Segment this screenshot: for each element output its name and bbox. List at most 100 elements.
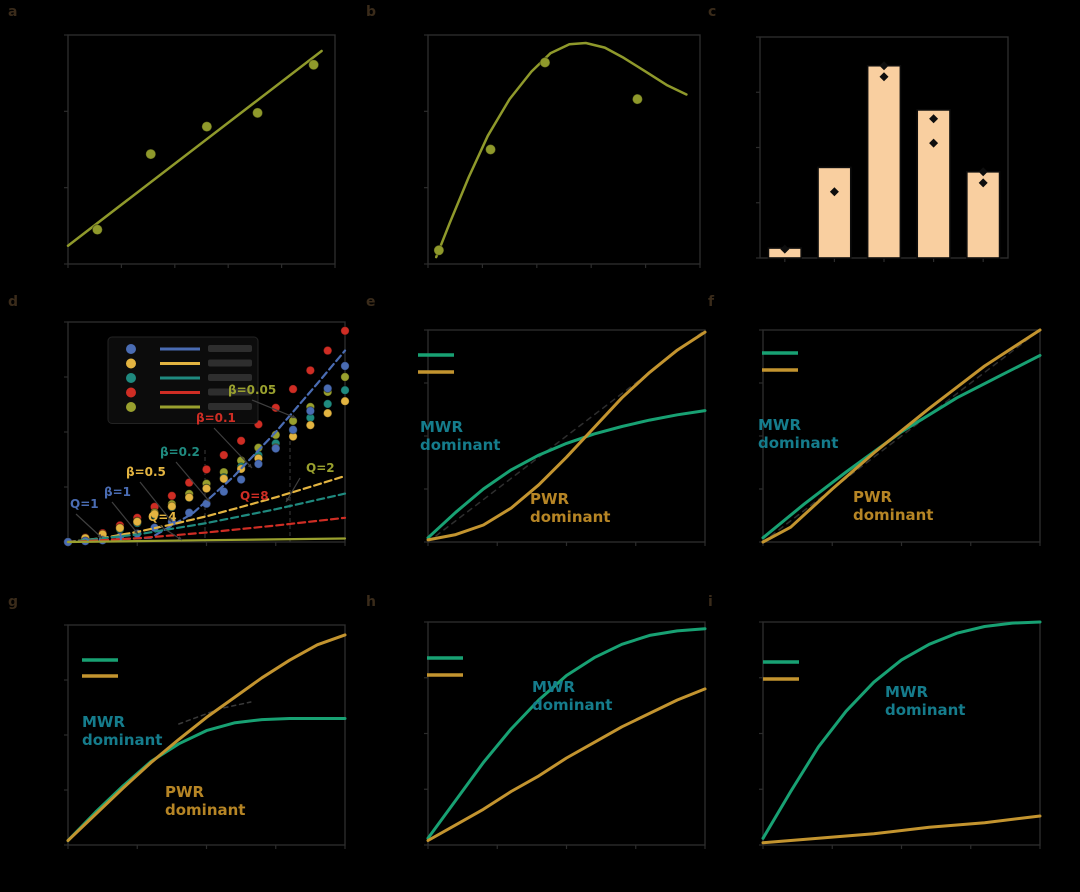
panel-c-plot xyxy=(756,36,1009,262)
legend-label-placeholder xyxy=(208,388,252,396)
q-2: Q=2 xyxy=(306,461,335,475)
annotation-arrow xyxy=(75,513,103,539)
pwr-dominant-label: PWR dominant xyxy=(853,488,933,524)
panel-label-b: b xyxy=(366,4,377,20)
diamond-marker xyxy=(978,178,988,188)
panel-a-plot xyxy=(64,34,336,268)
e-series-green xyxy=(426,409,707,540)
diamond-marker xyxy=(929,138,939,148)
panel-c: c xyxy=(700,0,1080,290)
bar xyxy=(817,166,852,259)
a-data-points xyxy=(91,59,320,236)
annotation-arrow xyxy=(175,461,211,503)
diamond-marker xyxy=(879,72,889,82)
panel-label-d: d xyxy=(8,294,19,310)
bar xyxy=(916,109,951,259)
d-teal-line xyxy=(66,492,347,544)
legend-marker-icon xyxy=(126,344,136,354)
e-series-gold xyxy=(426,330,707,542)
legend xyxy=(418,353,454,374)
annotation-arrow xyxy=(213,427,253,469)
legend xyxy=(107,336,259,424)
panel-label-c: c xyxy=(708,4,717,20)
h-series-green xyxy=(426,627,707,840)
annotation-arrow xyxy=(111,501,139,535)
y-axis-ticks xyxy=(424,34,428,265)
annotation-arrow xyxy=(251,399,297,419)
annotation-arrow xyxy=(139,481,173,523)
y-axis-ticks xyxy=(759,621,763,846)
legend-marker-icon xyxy=(126,373,136,383)
g-series-gold xyxy=(66,633,347,843)
panel-i: i MWR dominant xyxy=(700,590,1080,892)
legend-marker-icon xyxy=(126,402,136,412)
legend-label-placeholder xyxy=(208,374,252,381)
diamond-marker xyxy=(829,187,839,197)
y-axis-ticks xyxy=(424,621,428,846)
panel-i-plot: MWR dominant xyxy=(759,620,1042,849)
panel-d-plot: β=0.05 β=0.1 β=0.2 β=0.5 β=1 Q=1 Q=4 Q=2 Q=8 xyxy=(63,321,350,547)
diamond-marker xyxy=(780,244,790,254)
f-series-gold xyxy=(761,328,1042,544)
panel-label-i: i xyxy=(708,594,713,610)
x-axis-ticks xyxy=(427,845,706,849)
pwr-dominant-label: PWR dominant xyxy=(165,783,245,819)
diamond-marker xyxy=(978,167,988,177)
beta-05: β=0.5 xyxy=(126,465,166,479)
diamond-marker xyxy=(929,114,939,124)
plot-frame xyxy=(427,34,701,265)
panel-label-h: h xyxy=(366,594,376,610)
bar xyxy=(866,64,902,259)
bar xyxy=(966,171,1001,259)
legend xyxy=(82,658,118,678)
panel-f-plot: MWR dominant PWR dominant xyxy=(758,328,1042,546)
panel-g: g MWR dominant PWR dominant xyxy=(0,590,360,892)
beta-02: β=0.2 xyxy=(160,445,200,459)
beta-005: β=0.05 xyxy=(228,383,276,397)
annotation-arrow xyxy=(285,477,301,503)
legend-label-placeholder xyxy=(208,359,252,367)
mwr-dominant-label: MWR dominant xyxy=(885,683,965,719)
y-axis-ticks xyxy=(64,34,68,265)
legend-label-placeholder xyxy=(208,403,252,410)
panel-h-plot: MWR dominant xyxy=(424,621,707,849)
bars xyxy=(767,64,1001,259)
mwr-dominant-label: MWR dominant xyxy=(82,713,162,749)
plot-frame xyxy=(67,34,336,265)
q-4: Q=4 xyxy=(148,510,177,524)
d-red-line xyxy=(66,516,347,544)
b-data-points xyxy=(433,56,643,256)
legend-marker-icon xyxy=(126,358,136,369)
i-series-green xyxy=(761,620,1042,840)
y-axis-ticks xyxy=(64,624,68,846)
panel-e-plot: MWR dominant PWR dominant xyxy=(418,329,707,546)
panel-h: h MWR dominant xyxy=(358,590,720,892)
h-series-gold xyxy=(426,687,707,842)
a-fit-line xyxy=(66,49,323,247)
panel-b-plot xyxy=(424,34,701,268)
b-response-curve xyxy=(434,41,688,259)
panel-label-g: g xyxy=(8,594,19,610)
diamond-marker xyxy=(879,61,889,71)
panel-a: a xyxy=(0,0,358,290)
legend-marker-icon xyxy=(126,387,136,398)
f-reference-line xyxy=(762,329,1041,543)
x-axis-ticks xyxy=(762,845,1041,849)
legend xyxy=(762,351,798,372)
x-axis-ticks xyxy=(762,542,1041,546)
legend xyxy=(427,656,463,677)
panel-label-f: f xyxy=(708,294,715,310)
annotation-arrow xyxy=(159,525,183,541)
plot-frame xyxy=(762,621,1041,846)
panel-label-e: e xyxy=(366,294,376,310)
panel-label-a: a xyxy=(8,4,18,20)
plot-frame xyxy=(427,621,706,846)
x-axis-ticks xyxy=(67,264,336,268)
q-1: Q=1 xyxy=(70,497,99,511)
q-8: Q=8 xyxy=(240,489,269,503)
y-axis-ticks xyxy=(756,36,760,259)
g-series-green xyxy=(66,717,347,843)
mwr-dominant-label: MWR dominant xyxy=(420,418,500,454)
mwr-dominant-label: MWR dominant xyxy=(532,678,612,714)
